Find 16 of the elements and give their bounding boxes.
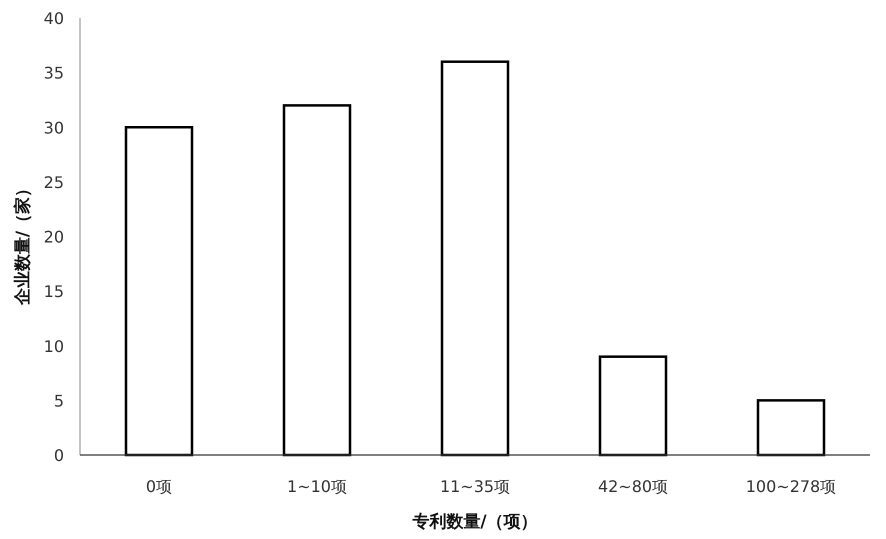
x-axis-title: 专利数量/（项）: [411, 512, 538, 532]
y-tick-label: 15: [44, 282, 64, 302]
x-tick-label: 42~80项: [598, 477, 668, 496]
x-tick-label: 100~278项: [746, 477, 836, 496]
y-tick-label: 40: [44, 9, 64, 28]
y-tick-label: 0: [54, 446, 64, 465]
y-tick-label: 25: [44, 172, 64, 192]
x-tick-label: 1~10项: [287, 477, 347, 496]
y-tick-label: 10: [44, 336, 64, 356]
y-tick-label: 20: [44, 228, 64, 246]
y-tick-label: 35: [44, 64, 64, 83]
y-tick-label: 5: [54, 391, 64, 410]
y-axis-title: 企业数量/（家）: [13, 180, 33, 306]
y-tick-label: 30: [44, 118, 64, 138]
x-tick-label: 11~35项: [440, 477, 510, 496]
x-tick-label: 0项: [146, 477, 172, 496]
